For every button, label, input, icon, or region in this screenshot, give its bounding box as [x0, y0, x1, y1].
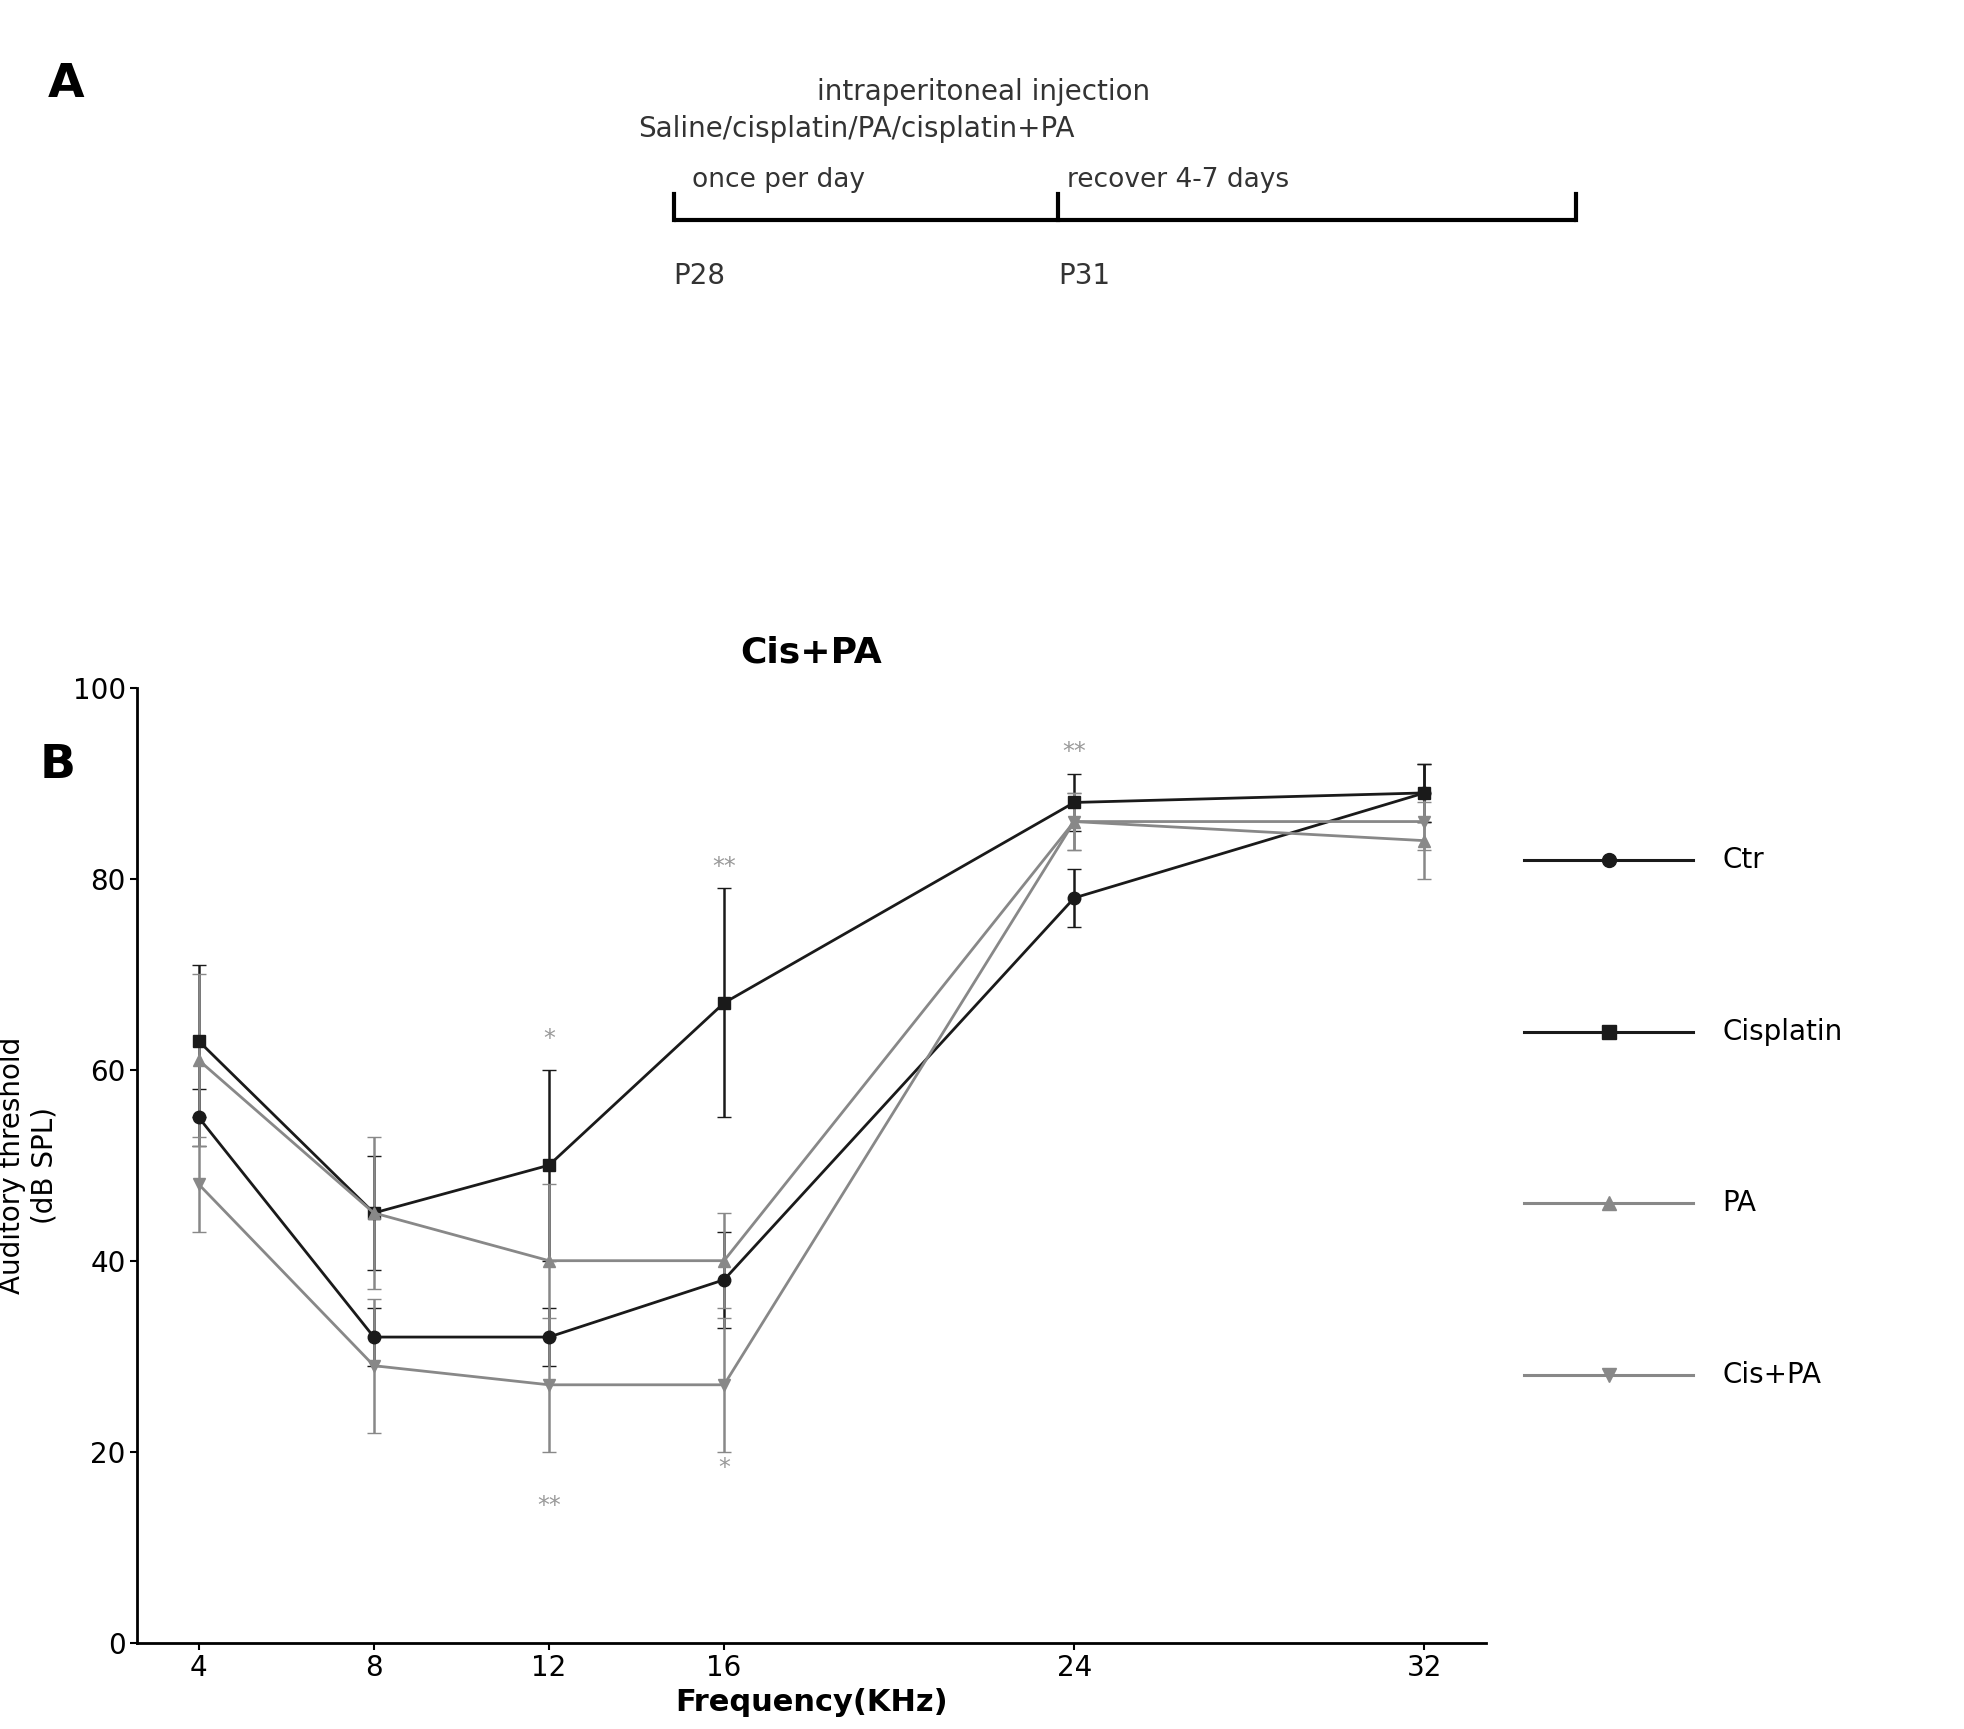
Text: B: B — [39, 743, 75, 788]
Text: P28: P28 — [674, 261, 725, 290]
Y-axis label: Auditory threshold
(dB SPL): Auditory threshold (dB SPL) — [0, 1037, 59, 1293]
Text: Saline/cisplatin/PA/cisplatin+PA: Saline/cisplatin/PA/cisplatin+PA — [638, 114, 1074, 144]
Text: Cisplatin: Cisplatin — [1722, 1018, 1842, 1046]
X-axis label: Frequency(KHz): Frequency(KHz) — [676, 1688, 949, 1717]
Text: **: ** — [536, 1494, 562, 1518]
Title: Cis+PA: Cis+PA — [740, 636, 882, 669]
Text: Ctr: Ctr — [1722, 845, 1764, 873]
Text: **: ** — [1063, 740, 1086, 764]
Text: once per day: once per day — [691, 168, 864, 194]
Text: intraperitoneal injection: intraperitoneal injection — [817, 78, 1149, 105]
Text: **: ** — [713, 854, 736, 878]
Text: *: * — [542, 1027, 556, 1051]
Text: recover 4-7 days: recover 4-7 days — [1066, 168, 1288, 194]
Text: A: A — [47, 62, 84, 107]
Text: Cis+PA: Cis+PA — [1722, 1361, 1821, 1388]
Text: *: * — [719, 1456, 731, 1480]
Text: PA: PA — [1722, 1190, 1756, 1217]
Text: P31: P31 — [1059, 261, 1110, 290]
